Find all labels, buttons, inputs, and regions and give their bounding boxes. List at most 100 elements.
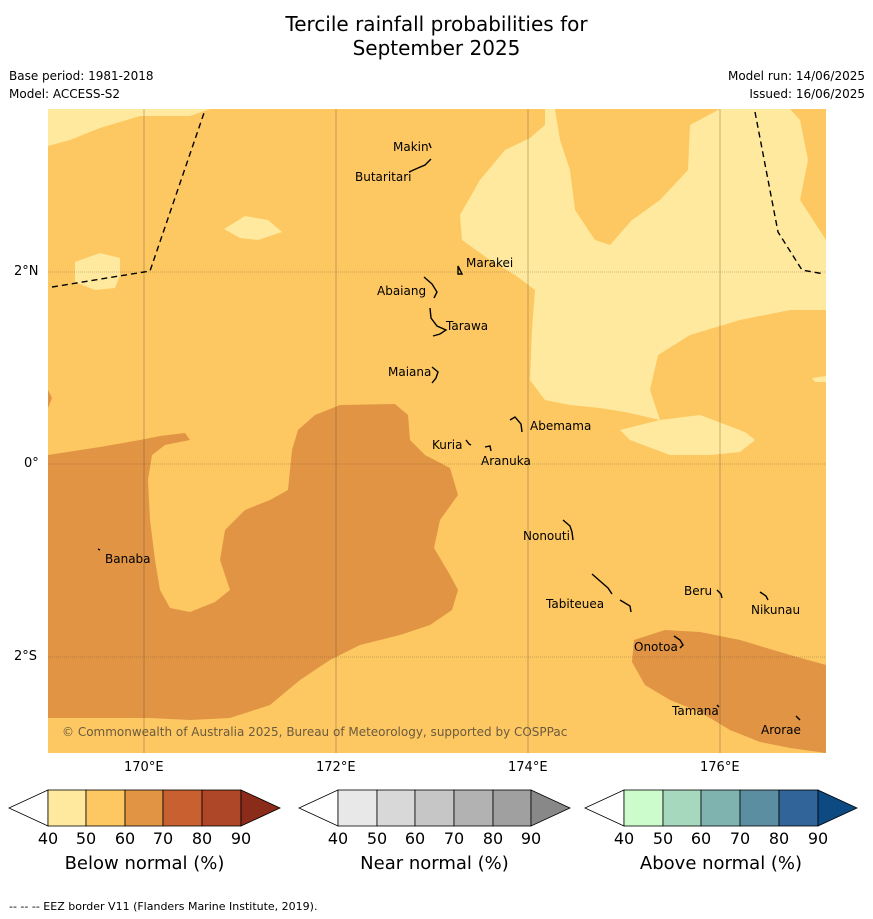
cbar-below-tick: 40 xyxy=(37,829,59,848)
cbar-below-50-60 xyxy=(85,789,126,827)
probability-field xyxy=(48,109,826,753)
label-aranuka: Aranuka xyxy=(481,454,531,468)
model-run: Model run: 14/06/2025 xyxy=(727,69,865,83)
abemama-outline xyxy=(509,416,523,433)
eez-border-west xyxy=(51,109,206,288)
lon-label-170e: 170°E xyxy=(124,760,164,775)
title-line-2: September 2025 xyxy=(352,36,521,60)
beru-outline xyxy=(716,589,723,599)
label-marakei: Marakei xyxy=(466,256,513,270)
cbar-near-60-70 xyxy=(414,789,455,827)
cbar-below-tick: 80 xyxy=(191,829,213,848)
region-60-70-southeast xyxy=(632,630,826,753)
lon-label-176e: 176°E xyxy=(700,760,740,775)
colorbar-above xyxy=(584,789,858,827)
cbar-below-tick: 70 xyxy=(152,829,174,848)
issued-date: Issued: 16/06/2025 xyxy=(749,87,865,101)
cbar-above-tick: 90 xyxy=(807,829,829,848)
banaba-outline xyxy=(97,548,101,551)
meta-left: Base period: 1981-2018 Model: ACCESS-S2 xyxy=(9,67,154,103)
cbar-above-50-60 xyxy=(662,789,702,827)
base-period: Base period: 1981-2018 xyxy=(9,69,154,83)
label-tarawa: Tarawa xyxy=(445,319,488,333)
cbar-above-tick: 40 xyxy=(613,829,635,848)
label-abemama: Abemama xyxy=(530,419,591,433)
cbar-near-high xyxy=(530,789,571,827)
cbar-above-tick: 80 xyxy=(768,829,790,848)
label-nikunau: Nikunau xyxy=(751,603,800,617)
cbar-above-40-50 xyxy=(623,789,664,827)
label-butaritari: Butaritari xyxy=(355,170,412,184)
lon-label-174e: 174°E xyxy=(508,760,548,775)
nonouti-outline xyxy=(562,519,574,541)
cbar-below-tick: 50 xyxy=(75,829,97,848)
cbar-below-40-50 xyxy=(47,789,87,827)
island-outlines xyxy=(97,142,801,721)
cbar-near-tick: 90 xyxy=(520,829,542,848)
lat-label-2s: 2°S xyxy=(14,649,38,664)
cbar-near-tick: 70 xyxy=(443,829,465,848)
label-tabiteuea: Tabiteuea xyxy=(545,597,604,611)
lon-label-172e: 172°E xyxy=(316,760,356,775)
kuria-outline xyxy=(465,439,472,446)
colorbar-near xyxy=(298,789,571,827)
cbar-below-low xyxy=(8,789,49,827)
cbar-above-high xyxy=(817,789,858,827)
cbar-below-tick: 60 xyxy=(114,829,136,848)
cbar-near-50-60 xyxy=(376,789,416,827)
label-abaiang: Abaiang xyxy=(377,284,426,298)
region-40-50-island xyxy=(224,216,282,240)
label-onotoa: Onotoa xyxy=(634,640,678,654)
aranuka-outline xyxy=(484,445,492,452)
label-maiana: Maiana xyxy=(388,365,431,379)
cbar-above-label: Above normal (%) xyxy=(639,853,803,874)
cbar-below-70-80 xyxy=(162,789,203,827)
map-title: Tercile rainfall probabilities for Septe… xyxy=(0,12,873,60)
nikunau-outline xyxy=(759,591,769,601)
meta-right: Model run: 14/06/2025 Issued: 16/06/2025 xyxy=(728,67,865,103)
cbar-below-60-70 xyxy=(124,789,164,827)
eez-borders xyxy=(51,109,825,288)
model-name: Model: ACCESS-S2 xyxy=(9,87,121,101)
arorae-outline xyxy=(795,715,801,721)
cbar-above-80-90 xyxy=(778,789,819,827)
title-line-1: Tercile rainfall probabilities for xyxy=(285,12,588,36)
onotoa-outline xyxy=(673,635,684,649)
maiana-outline xyxy=(431,366,439,384)
cbar-near-label: Near normal (%) xyxy=(360,853,509,874)
label-banaba: Banaba xyxy=(105,552,151,566)
cbar-near-70-80 xyxy=(453,789,494,827)
cbar-below-label: Below normal (%) xyxy=(64,853,225,874)
cbar-below-tick: 90 xyxy=(230,829,252,848)
region-60-70-southwest xyxy=(48,404,458,720)
cbar-above-tick: 60 xyxy=(690,829,712,848)
cbar-near-tick: 40 xyxy=(327,829,349,848)
cbar-below-high xyxy=(240,789,281,827)
cbar-above-low xyxy=(584,789,625,827)
graticule xyxy=(48,109,826,753)
cbar-near-40-50 xyxy=(337,789,378,827)
tabiteuea-outline xyxy=(591,573,632,613)
cbar-above-70-80 xyxy=(739,789,780,827)
region-40-50-east-tip xyxy=(812,376,826,382)
cbar-above-60-70 xyxy=(700,789,741,827)
cbar-near-low xyxy=(298,789,339,827)
island-labels: Makin Butaritari Marakei Abaiang Tarawa … xyxy=(105,140,801,737)
cbar-near-tick: 60 xyxy=(404,829,426,848)
label-nonouti: Nonouti xyxy=(523,529,570,543)
label-tamana: Tamana xyxy=(671,704,719,718)
lat-label-2n: 2°N xyxy=(14,264,39,279)
abaiang-outline xyxy=(423,276,438,299)
label-arorae: Arorae xyxy=(761,723,801,737)
makin-outline xyxy=(428,142,432,149)
cbar-above-tick: 70 xyxy=(729,829,751,848)
cbar-near-tick: 50 xyxy=(366,829,388,848)
cbar-near-80-90 xyxy=(492,789,532,827)
marakei-outline xyxy=(457,265,464,275)
region-60-70-west-edge xyxy=(48,390,52,408)
colorbar-below xyxy=(8,789,281,827)
region-40-50-top-left xyxy=(48,109,210,146)
cbar-above-tick: 50 xyxy=(652,829,674,848)
cbar-near-tick: 80 xyxy=(482,829,504,848)
